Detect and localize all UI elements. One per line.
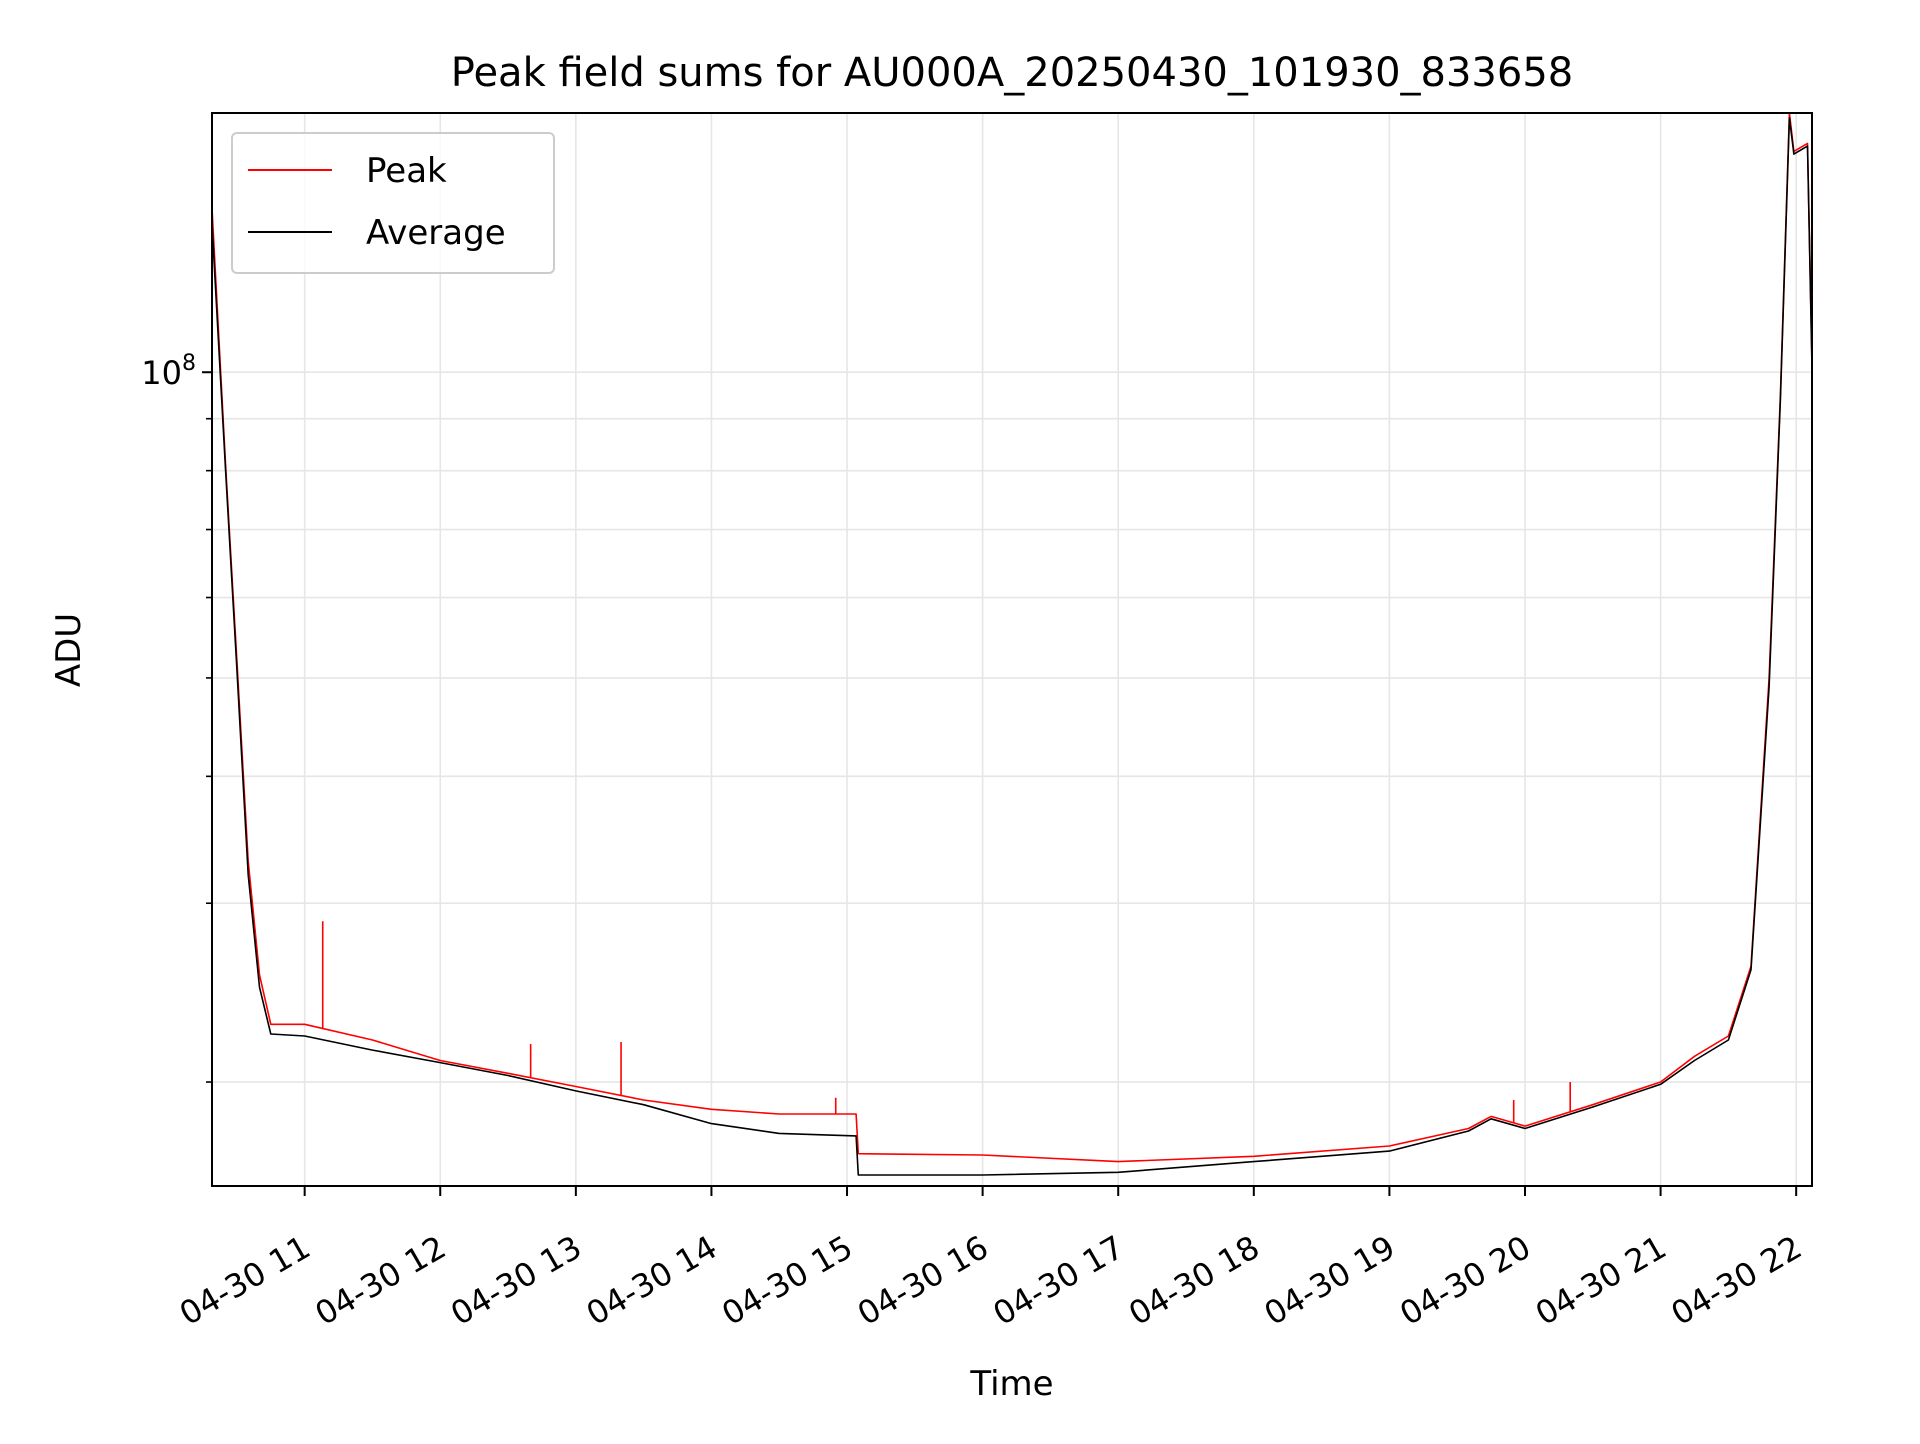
series-line-average [211, 117, 1813, 1176]
y-tick-label: 108 [141, 351, 196, 392]
legend-frame [231, 132, 555, 274]
series-layer [211, 112, 1813, 1176]
legend-label-average: Average [366, 213, 506, 253]
y-axis-label: ADU [49, 613, 89, 687]
chart-title: Peak field sums for AU000A_20250430_1019… [451, 50, 1573, 96]
x-axis-label: Time [969, 1364, 1053, 1404]
grid-lines [212, 113, 1812, 1186]
legend-label-peak: Peak [366, 151, 447, 191]
plot-area-frame [211, 112, 1813, 1187]
legend: Peak Average [231, 132, 555, 274]
